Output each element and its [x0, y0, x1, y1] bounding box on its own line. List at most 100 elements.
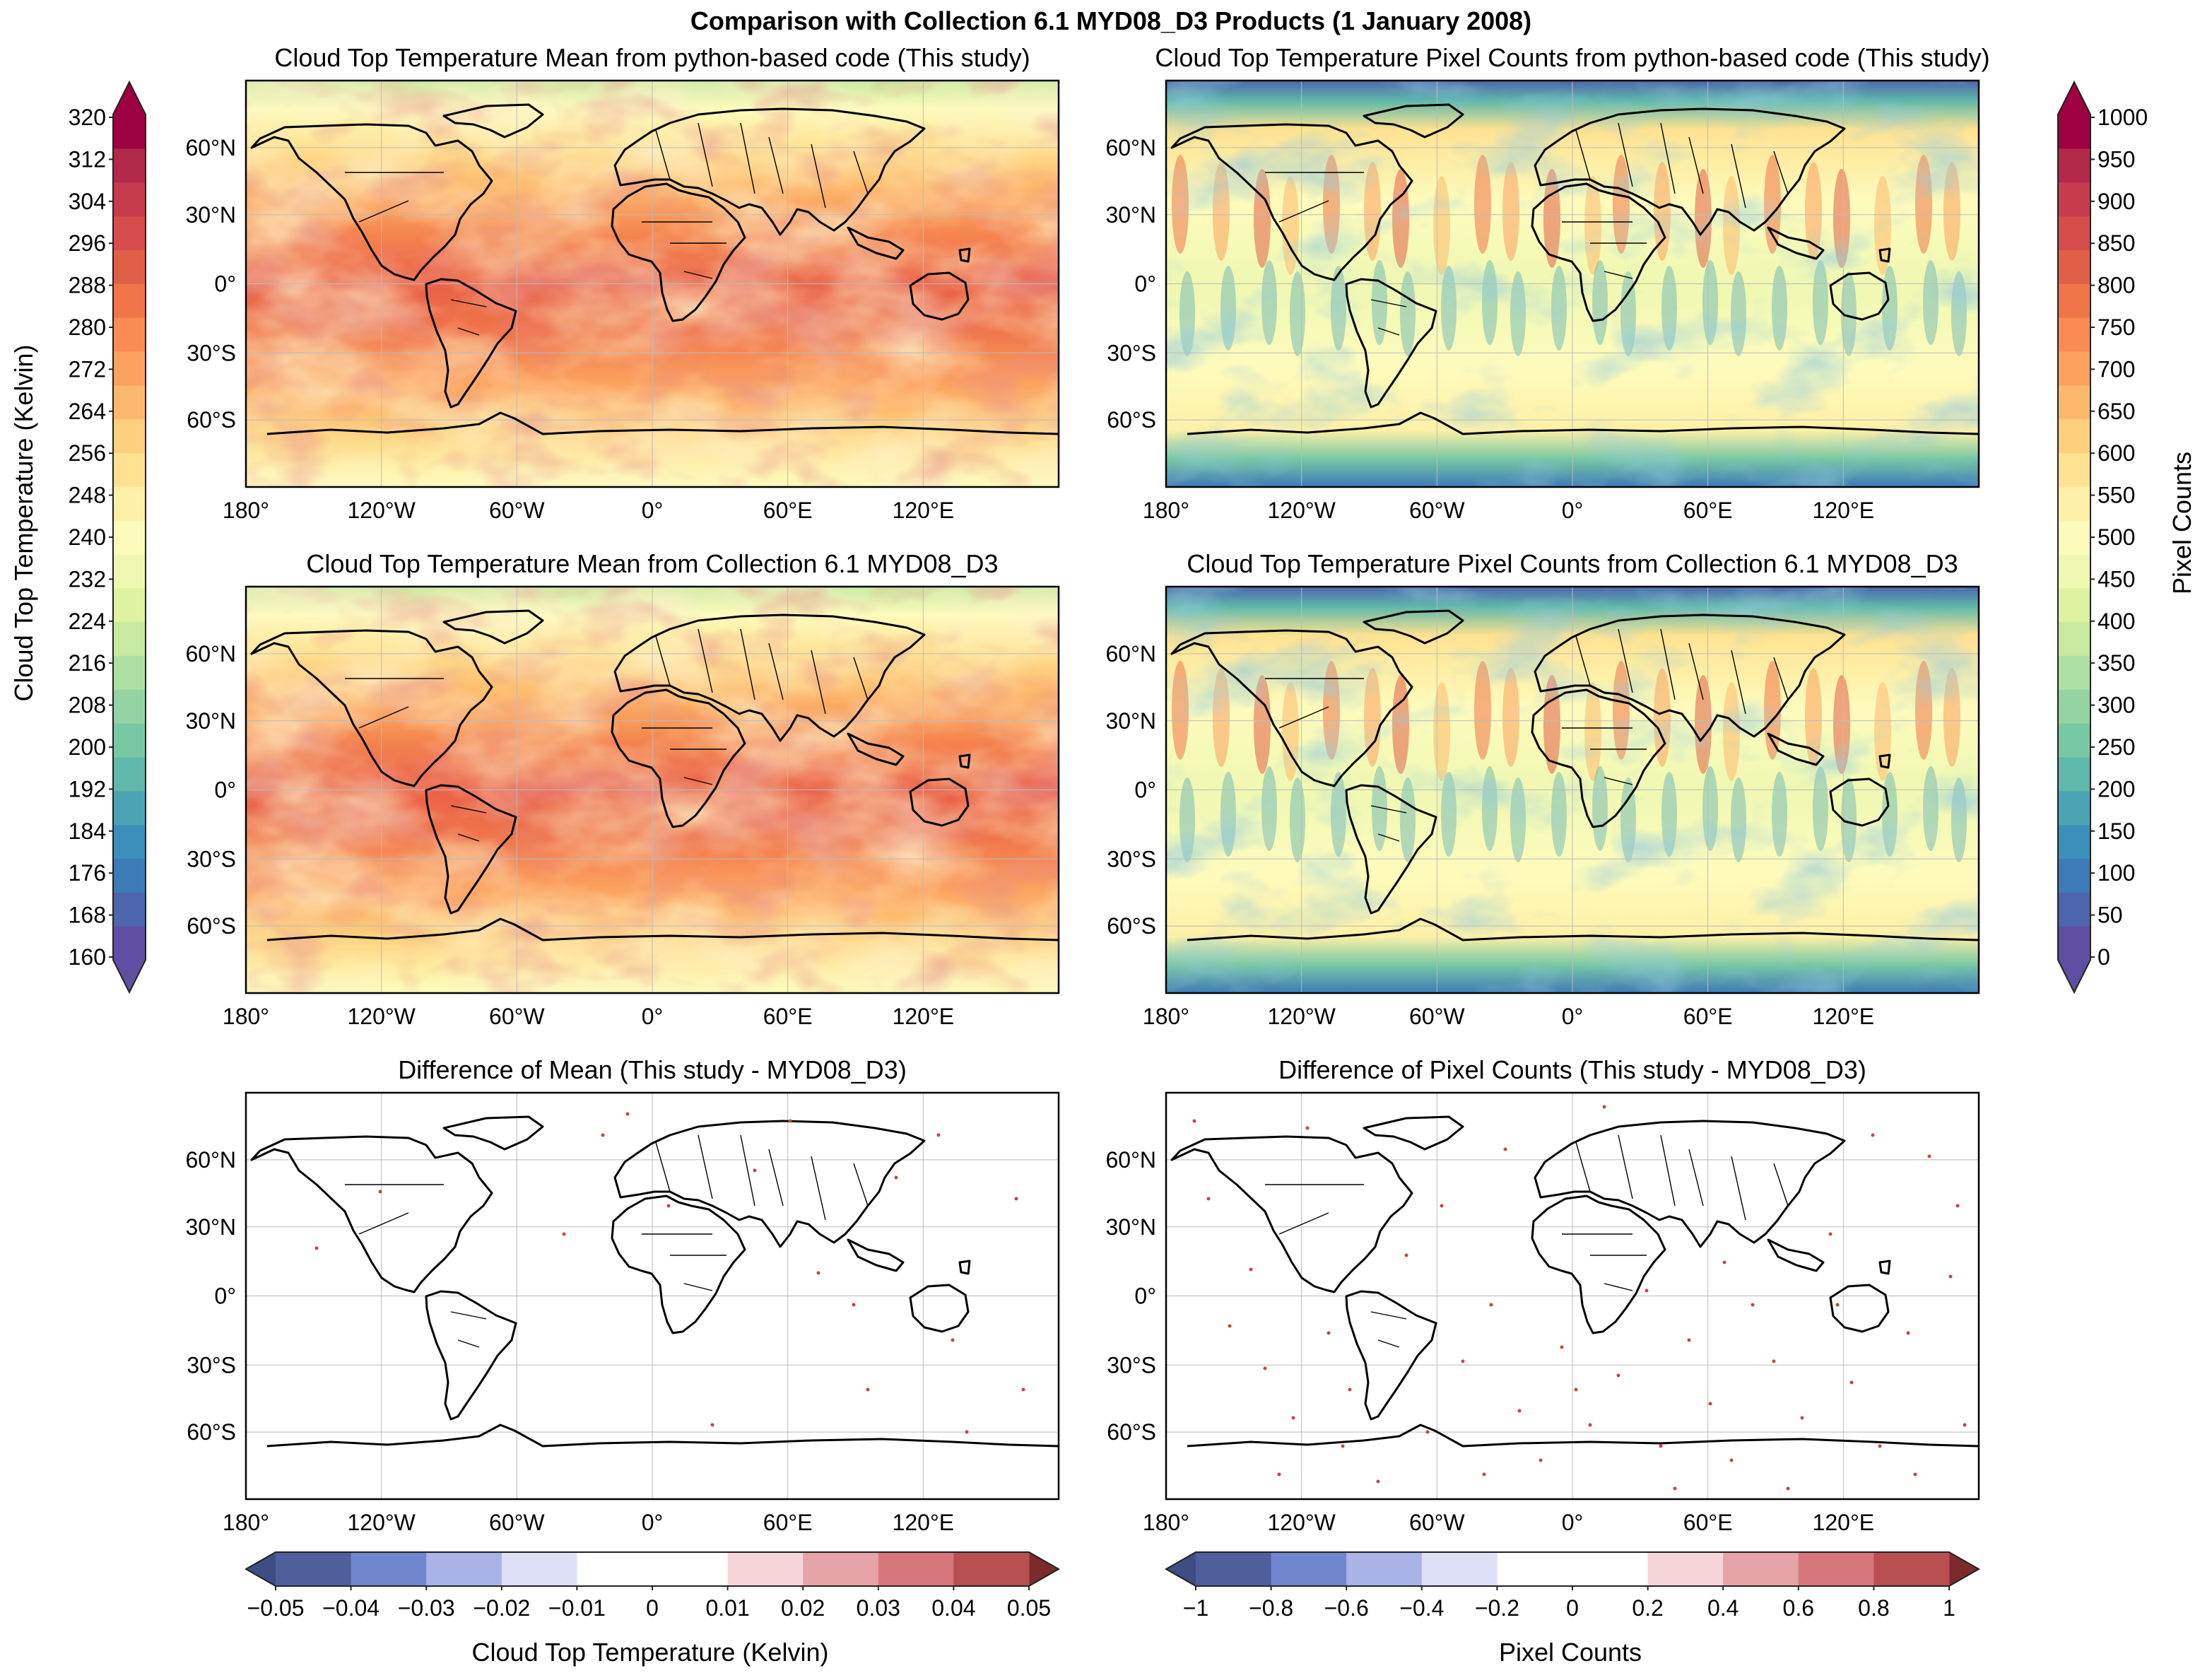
colorbar-under-arrow — [2058, 960, 2090, 992]
lat-tick-30n: 30°N — [186, 708, 237, 734]
colorbar-segment — [276, 1552, 352, 1586]
gridlines — [246, 587, 1059, 993]
colorbar-tick: 280 — [69, 315, 106, 340]
lon-tick-120e: 120°E — [893, 498, 955, 523]
colorbar-segment — [113, 452, 146, 487]
colorbar-tick: −0.8 — [1249, 1595, 1293, 1621]
colorbar-tick: 600 — [2098, 440, 2135, 466]
colorbar-segment — [1271, 1552, 1347, 1586]
colorbar-segment — [113, 216, 146, 250]
colorbar-segment — [2058, 148, 2090, 183]
lat-tick-30s: 30°S — [1107, 846, 1156, 871]
colorbar-segment — [2058, 216, 2090, 250]
colorbar-tick: 248 — [69, 483, 106, 508]
colorbar-segment — [2058, 317, 2090, 352]
lon-tick-0: 0° — [642, 1004, 664, 1029]
colorbar-segment — [2058, 756, 2090, 792]
lat-tick-30s: 30°S — [1107, 1352, 1156, 1378]
colorbar-segment — [2058, 486, 2090, 521]
panel-mean-myd08 — [245, 585, 1060, 994]
colorbar-tick: −0.02 — [473, 1595, 530, 1621]
colorbar-tick: 150 — [2098, 818, 2135, 844]
gridlines — [1166, 1093, 1979, 1499]
panel-title-mean-myd: Cloud Top Temperature Mean from Collecti… — [306, 549, 998, 578]
colorbar-segment — [113, 148, 146, 183]
lat-tick-30s: 30°S — [1107, 340, 1156, 365]
colorbar-tick: 0.6 — [1783, 1595, 1814, 1621]
panel-counts-myd08 — [1165, 585, 1980, 994]
lon-tick-180: 180° — [1143, 498, 1189, 523]
lon-tick-0: 0° — [1562, 1004, 1584, 1029]
colorbar-segment — [652, 1552, 729, 1586]
lat-tick-60n: 60°N — [1106, 641, 1157, 667]
lat-tick-0: 0° — [214, 777, 236, 803]
lon-tick-60e: 60°E — [763, 1510, 813, 1535]
colorbar-diff-mean: −0.05 −0.04 −0.03 −0.02 −0.01 0 0.01 0.02 0.03 0.… — [244, 1551, 1061, 1621]
colorbar-segment — [1798, 1552, 1874, 1586]
lon-tick-120e: 120°E — [1813, 1004, 1875, 1029]
colorbar-segment — [2058, 858, 2090, 893]
colorbar-segment — [2058, 790, 2090, 826]
colorbar-segment — [1346, 1552, 1423, 1586]
lat-tick-0: 0° — [214, 1284, 236, 1309]
colorbar-tick: 312 — [69, 146, 106, 172]
colorbar-tick: 1000 — [2098, 105, 2148, 130]
lon-tick-60w: 60°W — [1409, 1510, 1465, 1535]
lon-tick-60e: 60°E — [763, 1004, 813, 1029]
colorbar-segment — [2058, 926, 2090, 961]
lat-tick-60n: 60°N — [1106, 135, 1157, 160]
lon-tick-120e: 120°E — [893, 1004, 955, 1029]
colorbar-segment — [113, 587, 146, 623]
lon-tick-60e: 60°E — [1683, 1004, 1733, 1029]
gridlines — [246, 81, 1059, 487]
colorbar-tick: 1 — [1943, 1595, 1955, 1621]
lon-tick-180: 180° — [223, 1510, 269, 1535]
colorbar-segment — [113, 926, 146, 961]
colorbar-tick: 750 — [2098, 315, 2135, 340]
lat-tick-60s: 60°S — [1107, 1419, 1156, 1445]
lon-tick-60e: 60°E — [1683, 1510, 1733, 1535]
colorbar-segment — [501, 1552, 577, 1586]
colorbar-segment — [2058, 723, 2090, 758]
panel-title-diff-counts: Difference of Pixel Counts (This study -… — [1278, 1055, 1866, 1084]
panel-title-mean-this: Cloud Top Temperature Mean from python-b… — [274, 43, 1030, 72]
colorbar-segment — [113, 723, 146, 758]
colorbar-segment — [113, 283, 146, 318]
colorbar-tick: 176 — [69, 860, 106, 886]
colorbar-segment — [2058, 385, 2090, 420]
colorbar-tick: 288 — [69, 273, 106, 298]
lat-tick-0: 0° — [214, 271, 236, 297]
lat-tick-30s: 30°S — [187, 846, 236, 871]
lon-tick-60w: 60°W — [1409, 1004, 1465, 1029]
lat-tick-30n: 30°N — [1106, 1214, 1157, 1240]
lon-tick-60e: 60°E — [1683, 498, 1733, 523]
lon-tick-60e: 60°E — [763, 498, 813, 523]
colorbar-segment — [113, 317, 146, 352]
panel-diff-mean — [245, 1091, 1060, 1501]
colorbar-tick: −0.01 — [548, 1595, 606, 1621]
colorbar-tick: 224 — [69, 609, 106, 634]
colorbar-over-arrow — [1029, 1552, 1059, 1586]
colorbar-segment — [113, 689, 146, 724]
colorbar-pixel-counts-label: Pixel Counts — [2167, 452, 2196, 594]
colorbar-segment — [1196, 1552, 1272, 1586]
lat-tick-60n: 60°N — [1106, 1147, 1157, 1173]
colorbar-tick: 192 — [69, 776, 106, 802]
lat-tick-60s: 60°S — [187, 1419, 236, 1445]
colorbar-segment — [2058, 892, 2090, 927]
colorbar-segment — [2058, 689, 2090, 724]
colorbar-tick: −0.03 — [398, 1595, 455, 1621]
colorbar-tick: 300 — [2098, 693, 2135, 718]
lon-tick-120w: 120°W — [1267, 1004, 1336, 1029]
colorbar-segment — [953, 1552, 1030, 1586]
lat-tick-30n: 30°N — [1106, 708, 1157, 734]
lon-tick-120w: 120°W — [347, 1510, 416, 1535]
colorbar-temperature-label: Cloud Top Temperature (Kelvin) — [9, 345, 38, 702]
colorbar-tick: 272 — [69, 356, 106, 382]
colorbar-tick: 0.03 — [857, 1595, 900, 1621]
colorbar-diff-counts: −1 −0.8 −0.6 −0.4 −0.2 0 0.2 0.4 0.6 0.8 1 — [1164, 1551, 1981, 1621]
lon-tick-0: 0° — [1562, 1510, 1584, 1535]
colorbar-diff-mean-label: Cloud Top Temperature (Kelvin) — [472, 1638, 829, 1667]
gridlines — [1166, 81, 1979, 487]
lat-tick-30n: 30°N — [186, 202, 237, 228]
